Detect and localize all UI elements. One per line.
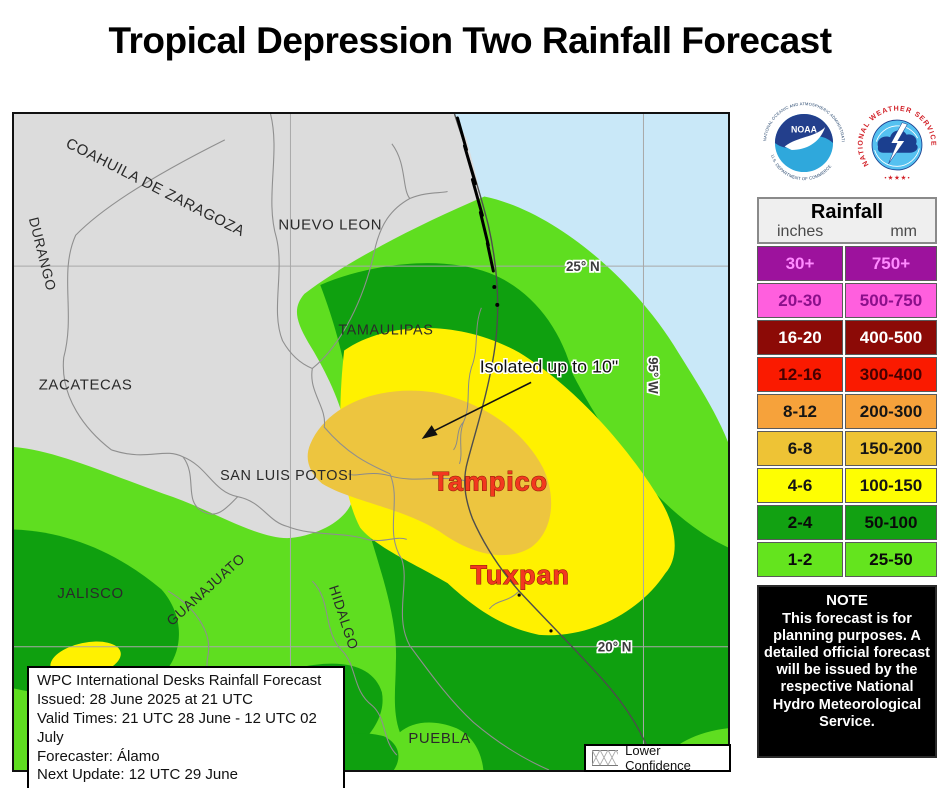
state-label: SAN LUIS POTOSI <box>220 468 353 484</box>
lon-label-95w: 95° W <box>645 357 660 394</box>
annotation-arrow <box>421 381 532 440</box>
city-label-tampico: Tampico <box>433 467 548 497</box>
grid-labels: 25° N 20° N 95° W <box>564 257 662 656</box>
page-title: Tropical Depression Two Rainfall Forecas… <box>108 20 832 61</box>
noaa-logo: NATIONAL OCEANIC AND ATMOSPHERIC ADMINIS… <box>758 95 848 189</box>
annotation-text: Isolated up to 10" <box>480 356 619 376</box>
hatch-pattern-icon <box>592 750 619 766</box>
legend-row: 1-2 25-50 <box>757 542 937 577</box>
legend-cell-inches: 2-4 <box>757 505 843 540</box>
state-label: TAMAULIPAS <box>338 323 433 339</box>
legend-cell-mm: 500-750 <box>845 283 937 318</box>
legend-rows: 30+ 750+ 20-30 500-750 16-20 400-500 12-16 300-… <box>757 246 937 577</box>
note-heading: NOTE <box>826 592 868 609</box>
legend-cell-mm: 25-50 <box>845 542 937 577</box>
legend-row: 12-16 300-400 <box>757 357 937 392</box>
info-line: Valid Times: 21 UTC 28 June - 12 UTC 02 … <box>37 709 317 746</box>
rain-band-6-8 <box>307 390 552 556</box>
legend-row: 6-8 150-200 <box>757 431 937 466</box>
lat-label-20n: 20° N <box>598 640 632 655</box>
legend-cell-inches: 20-30 <box>757 283 843 318</box>
legend-cell-inches: 4-6 <box>757 468 843 503</box>
city-labels: Tampico Tuxpan <box>432 466 569 591</box>
legend-cell-mm: 50-100 <box>845 505 937 540</box>
state-label: NUEVO LEON <box>278 217 382 233</box>
svg-text:• ★ ★ ★ •: • ★ ★ ★ • <box>884 174 909 181</box>
legend-cell-mm: 750+ <box>845 246 937 281</box>
legend-cell-inches: 30+ <box>757 246 843 281</box>
legend-cell-mm: 150-200 <box>845 431 937 466</box>
city-label-tuxpan: Tuxpan <box>470 560 569 590</box>
legend-cell-mm: 400-500 <box>845 320 937 355</box>
legend-col-mm: mm <box>890 223 917 240</box>
barrier-islands <box>456 116 495 273</box>
legend-row: 20-30 500-750 <box>757 283 937 318</box>
legend-cell-inches: 8-12 <box>757 394 843 429</box>
legend-cell-inches: 1-2 <box>757 542 843 577</box>
info-line: Forecaster: Álamo <box>37 747 160 765</box>
legend-header: Rainfall inches mm <box>757 197 937 244</box>
coast-marks <box>492 284 553 633</box>
info-line: Issued: 28 June 2025 at 21 UTC <box>37 690 253 708</box>
nws-logo: NATIONAL WEATHER SERVICE • ★ ★ ★ • <box>854 99 940 191</box>
legend-col-inches: inches <box>777 223 824 240</box>
note-box: NOTE This forecast is for planning purpo… <box>757 585 937 758</box>
state-borders <box>62 114 550 770</box>
info-line: WPC International Desks Rainfall Forecas… <box>37 672 322 689</box>
legend-cell-inches: 6-8 <box>757 431 843 466</box>
noaa-logo-icon: NATIONAL OCEANIC AND ATMOSPHERIC ADMINIS… <box>758 95 848 187</box>
legend-row: 30+ 750+ <box>757 246 937 281</box>
rainfall-legend: Rainfall inches mm 30+ 750+ 20-30 500-750 16… <box>757 197 937 577</box>
legend-title: Rainfall <box>810 201 884 223</box>
state-label: PUEBLA <box>408 731 470 747</box>
legend-row: 16-20 400-500 <box>757 320 937 355</box>
lower-confidence-legend: Lower Confidence <box>584 743 731 773</box>
lat-label-25n: 25° N <box>566 259 600 274</box>
legend-cell-inches: 16-20 <box>757 320 843 355</box>
legend-cell-mm: 300-400 <box>845 357 937 392</box>
info-box: WPC International Desks Rainfall Forecas… <box>27 666 345 788</box>
lower-confidence-label: Lower Confidence <box>625 743 691 773</box>
legend-row: 8-12 200-300 <box>757 394 937 429</box>
svg-text:NOAA: NOAA <box>791 124 818 134</box>
rain-band-2-4-west <box>14 529 179 696</box>
legend-cell-mm: 200-300 <box>845 394 937 429</box>
legend-row: 2-4 50-100 <box>757 505 937 540</box>
legend-cell-mm: 100-150 <box>845 468 937 503</box>
state-label: JALISCO <box>57 586 123 602</box>
rivers <box>347 307 520 610</box>
legend-row: 4-6 100-150 <box>757 468 937 503</box>
state-label: ZACATECAS <box>39 377 133 393</box>
nws-logo-icon: NATIONAL WEATHER SERVICE • ★ ★ ★ • <box>855 103 939 187</box>
info-line: Next Update: 12 UTC 29 June <box>37 766 238 784</box>
note-body: This forecast is for planning purposes. … <box>764 611 930 730</box>
coastline <box>453 114 658 770</box>
legend-cell-inches: 12-16 <box>757 357 843 392</box>
